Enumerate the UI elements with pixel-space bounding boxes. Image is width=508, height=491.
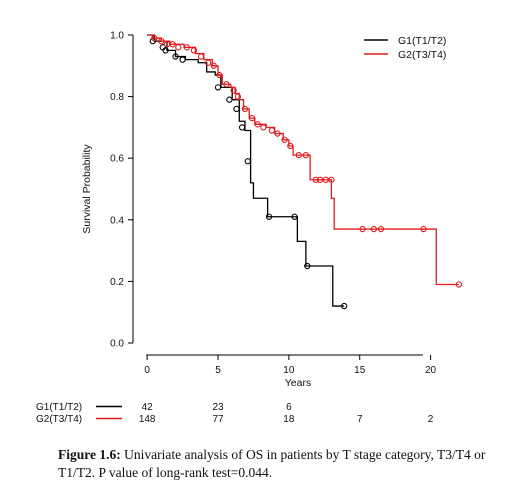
censor-mark [268, 127, 276, 134]
censor-mark [241, 105, 249, 113]
censor-mark [254, 121, 261, 128]
legend-label-g1: G1(T1/T2) [398, 35, 446, 47]
legend: G1(T1/T2) G2(T3/T4) [364, 35, 446, 61]
survival-step-line [147, 34, 459, 286]
risk-row-label: G1(T1/T2) [36, 402, 82, 413]
censor-mark [304, 262, 311, 270]
legend-label-g2: G2(T3/T4) [398, 49, 446, 61]
y-tick-label: 1.0 [110, 31, 124, 42]
y-tick-label: 0.0 [110, 339, 124, 350]
censor-mark [216, 71, 223, 79]
censor-mark [359, 225, 366, 233]
censor-mark [420, 225, 427, 233]
censor-mark [238, 124, 246, 131]
risk-table: G1(T1/T2) 42 23 6 G2(T3/T4) 148 77 18 7 2 [36, 402, 434, 425]
y-tick-label: 0.2 [110, 277, 124, 288]
censor-mark [455, 281, 463, 288]
censor-mark [169, 41, 176, 48]
censor-mark [179, 56, 186, 63]
censor-mark [158, 38, 165, 45]
risk-count: 7 [357, 414, 363, 425]
risk-count: 77 [212, 414, 224, 425]
x-axis-label: Years [285, 377, 311, 389]
censor-mark [230, 87, 237, 94]
censor-mark [377, 225, 385, 233]
censor-mark [248, 115, 256, 122]
censor-mark [234, 93, 242, 100]
censor-mark [328, 176, 335, 183]
censor-mark [274, 130, 281, 137]
censor-mark [183, 44, 190, 51]
censor-mark [162, 47, 169, 54]
caption-label: Figure 1.6: [58, 447, 121, 462]
censor-mark [233, 105, 240, 113]
y-tick-label: 0.4 [110, 215, 124, 226]
censor-mark [295, 151, 302, 159]
y-tick-label: 0.6 [110, 154, 124, 165]
censor-mark [151, 34, 158, 42]
risk-count: 148 [139, 414, 156, 425]
survival-curves [147, 34, 463, 310]
x-axis-ticks: 0 5 10 15 20 [144, 355, 437, 376]
censor-mark [204, 59, 212, 66]
censor-mark [260, 124, 267, 131]
censor-mark [265, 213, 273, 220]
y-axis-ticks: 0.0 0.2 0.4 0.6 0.8 1.0 [110, 31, 133, 350]
censor-mark [175, 44, 182, 51]
risk-count: 23 [212, 402, 224, 413]
censor-mark [281, 136, 288, 143]
x-tick-label: 10 [283, 365, 295, 376]
censor-mark [312, 176, 319, 183]
censor-mark [190, 47, 198, 54]
censor-mark [210, 62, 217, 69]
x-tick-label: 5 [215, 365, 221, 376]
risk-row-label: G2(T3/T4) [36, 414, 82, 425]
x-tick-label: 20 [425, 365, 437, 376]
censor-mark [172, 53, 179, 60]
y-tick-label: 0.8 [110, 92, 124, 103]
x-tick-label: 0 [144, 365, 150, 376]
y-axis-label: Survival Probability [81, 144, 93, 234]
caption-text: Univariate analysis of OS in patients by… [58, 447, 486, 480]
risk-count: 6 [286, 402, 292, 413]
censor-mark [302, 151, 310, 159]
censor-mark [226, 96, 233, 103]
survival-step-line [147, 34, 345, 307]
risk-count: 42 [142, 402, 154, 413]
risk-count: 18 [283, 414, 295, 425]
x-tick-label: 15 [354, 365, 366, 376]
censor-mark [197, 53, 205, 60]
figure-caption: Figure 1.6: Univariate analysis of OS in… [58, 446, 498, 482]
censor-mark [370, 225, 378, 233]
censor-mark [291, 213, 298, 220]
censor-mark [214, 84, 222, 91]
risk-count: 2 [428, 414, 434, 425]
series-g2 [147, 34, 463, 288]
censor-mark [223, 81, 230, 88]
censor-mark [287, 142, 294, 150]
censor-mark [340, 302, 348, 310]
censor-mark [244, 158, 251, 165]
series-g1 [147, 34, 348, 310]
